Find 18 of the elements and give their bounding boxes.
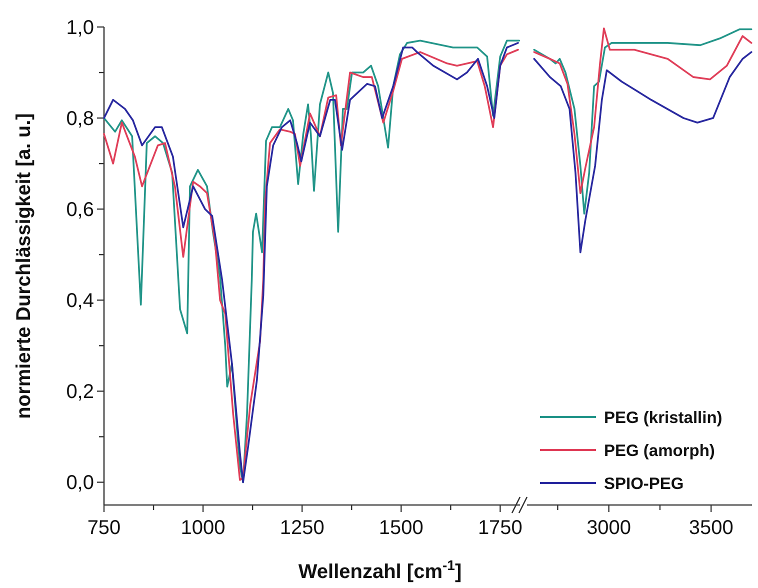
legend-label: PEG (amorph) — [604, 442, 715, 460]
y-tick-label: 1,0 — [66, 17, 94, 39]
y-tick-label: 0,8 — [66, 108, 94, 130]
x-tick-label: 3500 — [688, 517, 734, 539]
y-tick-label: 0,0 — [66, 472, 94, 494]
x-tick-label: 1000 — [180, 517, 226, 539]
y-tick-label: 0,6 — [66, 199, 94, 222]
x-tick-label: 1250 — [280, 517, 324, 539]
legend-label: PEG (kristallin) — [604, 409, 722, 427]
legend-label: SPIO-PEG — [604, 475, 684, 493]
x-tick-label: 750 — [87, 517, 121, 539]
x-tick-label: 3000 — [586, 517, 632, 539]
x-axis-title: Wellenzahl [cm$^{-1}$] — [298, 557, 462, 583]
y-tick-label: 0,4 — [66, 290, 94, 312]
y-axis-title: normierte Durchlässigkeit [a. u.] — [13, 113, 35, 419]
y-tick-label: 0,2 — [66, 381, 94, 404]
x-tick-label: 1500 — [378, 517, 424, 539]
x-tick-label: 1750 — [478, 517, 522, 539]
